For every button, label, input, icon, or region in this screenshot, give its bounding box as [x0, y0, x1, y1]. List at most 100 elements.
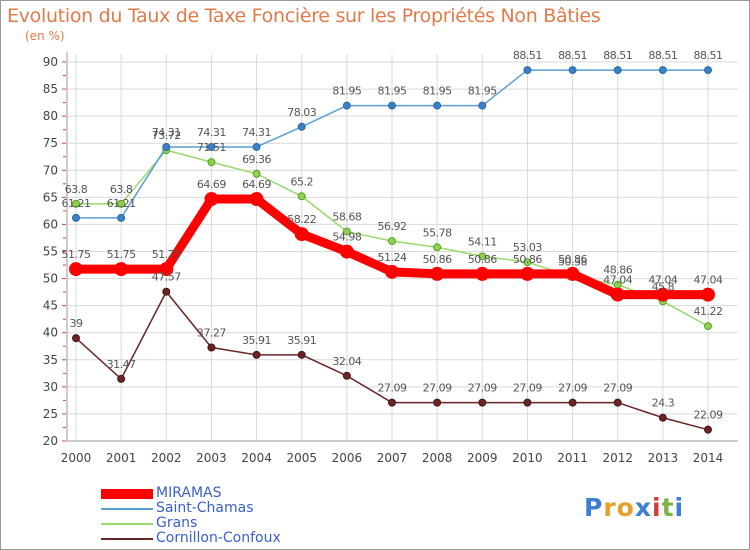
data-label-miramas: 47.04 [603, 274, 632, 287]
data-label-saint-chamas: 88.51 [603, 49, 632, 62]
data-label-cornillon-confoux: 27.09 [513, 382, 542, 395]
x-tick-label: 2014 [693, 451, 724, 465]
data-point-cornillon-confoux [297, 350, 306, 359]
data-label-grans: 48.86 [603, 264, 632, 277]
data-label-saint-chamas: 74.31 [242, 126, 271, 139]
x-tick-label: 2005 [286, 451, 317, 465]
data-point-grans [117, 199, 126, 208]
data-label-saint-chamas: 81.95 [468, 85, 497, 98]
y-tick-label: 85 [43, 82, 58, 96]
grid-lines [67, 54, 738, 442]
data-point-cornillon-confoux [388, 398, 396, 407]
data-point-miramas [114, 262, 129, 277]
x-tick-label: 2008 [422, 451, 453, 465]
data-point-cornillon-confoux [162, 287, 171, 296]
series-layer [69, 66, 715, 434]
data-label-saint-chamas: 61.21 [62, 197, 91, 210]
logo-letter: i [652, 493, 662, 522]
y-axis: 20 25 30 35 40 45 50 55 60 65 70 75 80 85 90 [43, 52, 68, 448]
data-point-cornillon-confoux [568, 398, 577, 407]
x-axis: 2000 2001 2002 2003 2004 2005 2006 2007 2008 2009… [61, 440, 738, 465]
data-point-miramas [159, 262, 174, 277]
data-label-grans: 50.38 [558, 256, 587, 269]
data-label-miramas: 50.86 [468, 253, 497, 266]
data-point-miramas [204, 192, 219, 207]
legend-swatch [101, 538, 153, 540]
data-label-grans: 53.03 [513, 241, 542, 254]
x-tick-label: 2011 [557, 451, 588, 465]
data-label-miramas: 50.86 [513, 253, 542, 266]
y-tick-label: 30 [43, 380, 58, 394]
y-tick-label: 65 [43, 190, 58, 204]
x-tick-label: 2012 [602, 451, 633, 465]
data-point-miramas [475, 266, 490, 281]
data-point-saint-chamas [388, 101, 396, 110]
data-label-grans: 45.8 [652, 280, 675, 293]
legend-label: Saint-Chamas [156, 500, 254, 516]
x-tick-label: 2007 [377, 451, 408, 465]
legend-label: MIRAMAS [156, 485, 222, 501]
logo-letter: i [674, 493, 685, 522]
x-tick-label: 2013 [648, 451, 679, 465]
data-point-cornillon-confoux [117, 374, 126, 383]
x-tick-label: 2010 [512, 451, 543, 465]
data-label-cornillon-confoux: 35.91 [242, 334, 271, 347]
y-tick-label: 50 [43, 272, 58, 286]
data-label-saint-chamas: 88.51 [694, 49, 723, 62]
data-label-miramas: 47.04 [694, 274, 723, 287]
data-label-saint-chamas: 88.51 [648, 49, 677, 62]
data-point-miramas [430, 266, 445, 281]
data-label-cornillon-confoux: 31.47 [107, 358, 136, 371]
data-point-grans [388, 237, 396, 246]
data-point-miramas [565, 266, 580, 281]
logo-letter: r [603, 493, 617, 522]
data-label-cornillon-confoux: 27.09 [603, 382, 632, 395]
logo-letter: t [661, 493, 675, 522]
data-point-miramas [655, 287, 670, 302]
data-label-cornillon-confoux: 27.09 [423, 382, 452, 395]
data-label-saint-chamas: 78.03 [287, 106, 316, 119]
logo-letter: o [616, 493, 635, 522]
data-point-saint-chamas [433, 101, 442, 110]
data-point-grans [72, 199, 80, 208]
data-point-cornillon-confoux [613, 398, 622, 407]
y-tick-label: 55 [43, 245, 58, 259]
y-tick-label: 25 [43, 407, 58, 421]
data-point-grans [433, 243, 442, 252]
data-label-grans: 63.8 [65, 183, 88, 196]
y-tick-label: 80 [43, 109, 58, 123]
chart-title: Evolution du Taux de Taxe Foncière sur l… [7, 5, 601, 27]
data-point-saint-chamas [117, 213, 126, 222]
data-point-cornillon-confoux [704, 425, 712, 434]
legend-swatch [101, 489, 153, 499]
data-point-saint-chamas [613, 66, 622, 75]
data-point-saint-chamas [162, 142, 171, 151]
data-label-grans: 41.22 [694, 305, 723, 318]
data-label-grans: 55.78 [423, 226, 452, 239]
legend-label: Grans [156, 515, 198, 531]
data-label-miramas: 47.04 [648, 274, 677, 287]
data-label-grans: 65.2 [290, 175, 313, 188]
chart-subtitle: (en %) [25, 29, 65, 43]
logo-letter: P [584, 493, 604, 522]
data-point-saint-chamas [523, 66, 532, 75]
data-point-cornillon-confoux [72, 334, 80, 343]
logo-letter: x [634, 493, 652, 522]
data-point-miramas [520, 266, 535, 281]
data-label-saint-chamas: 61.21 [107, 197, 136, 210]
data-label-grans: 71.51 [197, 141, 226, 154]
x-tick-label: 2006 [332, 451, 363, 465]
data-point-saint-chamas [658, 66, 667, 75]
data-point-cornillon-confoux [478, 398, 487, 407]
data-label-saint-chamas: 74.31 [152, 126, 181, 139]
data-label-cornillon-confoux: 22.09 [694, 409, 723, 422]
proxiti-logo: Proxiti [584, 493, 684, 522]
data-labels-layer: 39 31.47 47.57 37.27 35.91 35.91 32.04 27.09 27.… [62, 49, 724, 422]
data-point-saint-chamas [207, 142, 216, 151]
data-point-grans [523, 258, 532, 267]
data-label-saint-chamas: 88.51 [558, 49, 587, 62]
data-label-miramas: 58.22 [287, 213, 316, 226]
data-label-saint-chamas: 81.95 [378, 85, 407, 98]
